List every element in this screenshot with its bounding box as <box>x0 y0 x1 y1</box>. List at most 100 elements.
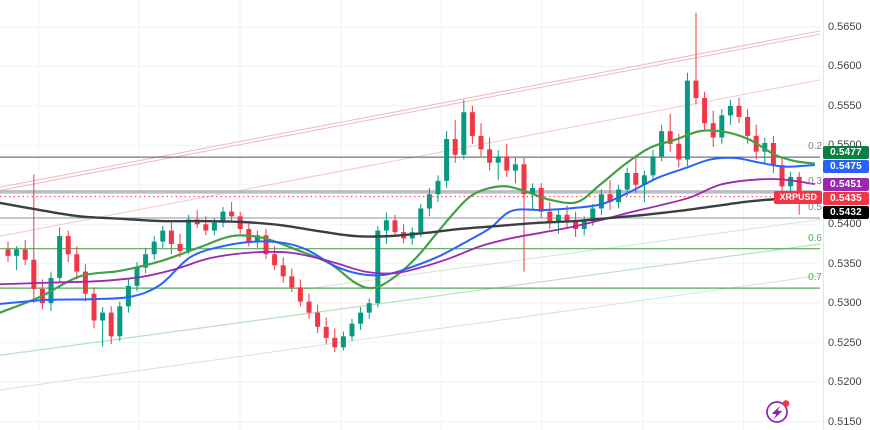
trendlines[interactable] <box>0 30 821 391</box>
candle-body <box>469 112 475 136</box>
ma-slow-purple[interactable] <box>0 178 815 286</box>
notification-dot <box>782 400 790 407</box>
candle-body <box>203 224 209 231</box>
price-tick: 0.5650 <box>828 21 862 33</box>
candle-body <box>762 142 768 152</box>
candle-body <box>211 222 217 231</box>
candle-body <box>667 131 673 144</box>
candle-body <box>598 194 604 209</box>
candle-body <box>530 187 536 195</box>
candle-body <box>22 249 28 260</box>
level-label-0.3: 0.3 <box>808 175 822 187</box>
candle-body <box>5 249 11 256</box>
candle-body <box>340 336 346 348</box>
candle-body <box>779 165 785 187</box>
lightning-bolt <box>771 405 783 420</box>
symbol-name: XRPUSD <box>779 192 817 202</box>
price-tick: 0.5600 <box>828 60 862 73</box>
candle-body <box>624 172 630 190</box>
candle-body <box>788 176 794 187</box>
candle-body <box>151 241 157 255</box>
green-trend-1[interactable] <box>0 243 821 356</box>
candle-body <box>512 164 518 171</box>
lightning-icon <box>766 400 790 423</box>
candle-body <box>332 337 338 348</box>
candle-body <box>229 211 235 217</box>
level-label-0.6: 0.6 <box>808 232 822 244</box>
pink-channel-upper-1[interactable] <box>0 30 821 188</box>
candle-body <box>555 214 561 223</box>
candle-body <box>358 312 364 324</box>
candle-body <box>306 301 312 313</box>
candle-body <box>719 115 725 138</box>
flash-boost-button[interactable] <box>762 396 794 428</box>
candle-body <box>349 323 355 337</box>
candle-body <box>676 143 682 160</box>
candle-body <box>366 303 372 313</box>
candle-body <box>280 265 286 277</box>
ma-mid-blue[interactable] <box>0 156 815 305</box>
last-price-badge[interactable]: 0.5435 <box>823 191 869 205</box>
candle-body <box>168 230 174 244</box>
candle-body <box>31 259 37 289</box>
candle-body <box>564 214 570 222</box>
pink-channel-upper-2[interactable] <box>0 33 821 191</box>
candle-body <box>160 230 166 242</box>
ma-fast-green[interactable] <box>0 129 816 314</box>
candle-body <box>702 98 708 124</box>
candle-body <box>117 306 123 337</box>
price-tick: 0.5400 <box>828 218 862 231</box>
candle-body <box>254 235 260 242</box>
candle-body <box>392 220 398 233</box>
symbol-price-label[interactable]: XRPUSD <box>774 191 822 204</box>
candle-body <box>487 149 493 163</box>
candle-body <box>108 312 114 337</box>
price-tick: 0.5250 <box>828 336 862 349</box>
candle-body <box>14 249 20 256</box>
candle-body <box>383 220 389 231</box>
candle-body <box>74 254 80 272</box>
ma-lines[interactable] <box>0 129 816 314</box>
candle-body <box>315 312 321 327</box>
candle-body <box>607 194 613 203</box>
candle-body <box>297 287 303 302</box>
candles <box>5 12 802 353</box>
price-tick: 0.5550 <box>828 99 862 112</box>
candle-body <box>461 112 467 155</box>
level-label-0.5: 0.5 <box>808 201 822 213</box>
candle-body <box>65 236 71 255</box>
candle-body <box>426 194 432 209</box>
candle-body <box>504 156 510 171</box>
candle-body <box>143 254 149 268</box>
candle-body <box>444 139 450 181</box>
candle-body <box>693 80 699 99</box>
candle-body <box>684 80 690 160</box>
green-trend-2[interactable] <box>299 219 821 291</box>
candle-body <box>220 211 226 223</box>
ma-200-black[interactable] <box>0 197 816 238</box>
candle-body <box>452 139 458 155</box>
ma-fast-price-badge[interactable]: 0.5477 <box>823 146 869 159</box>
green-trend-3[interactable] <box>0 275 821 391</box>
price-tick: 0.5300 <box>828 297 862 310</box>
candle-body <box>495 156 501 163</box>
candle-body <box>641 175 647 185</box>
price-tick: 0.5350 <box>828 257 862 270</box>
ma-mid-price-badge[interactable]: 0.5475 <box>823 159 869 173</box>
candle-body <box>125 285 131 307</box>
level-lines[interactable] <box>0 156 820 289</box>
candle-body <box>289 276 295 288</box>
price-tick: 0.5150 <box>828 415 862 428</box>
candle-body <box>736 105 742 117</box>
candle-body <box>633 172 639 185</box>
ma-200-price-badge[interactable]: 0.5432 <box>823 205 869 219</box>
ma-slow-price-badge[interactable]: 0.5451 <box>823 178 869 191</box>
candle-body <box>323 326 329 338</box>
pink-channel-lower[interactable] <box>0 79 821 237</box>
level-label-0.7: 0.7 <box>808 272 822 284</box>
candle-body <box>177 243 183 252</box>
candle-body <box>521 164 527 195</box>
candle-body <box>745 116 751 136</box>
